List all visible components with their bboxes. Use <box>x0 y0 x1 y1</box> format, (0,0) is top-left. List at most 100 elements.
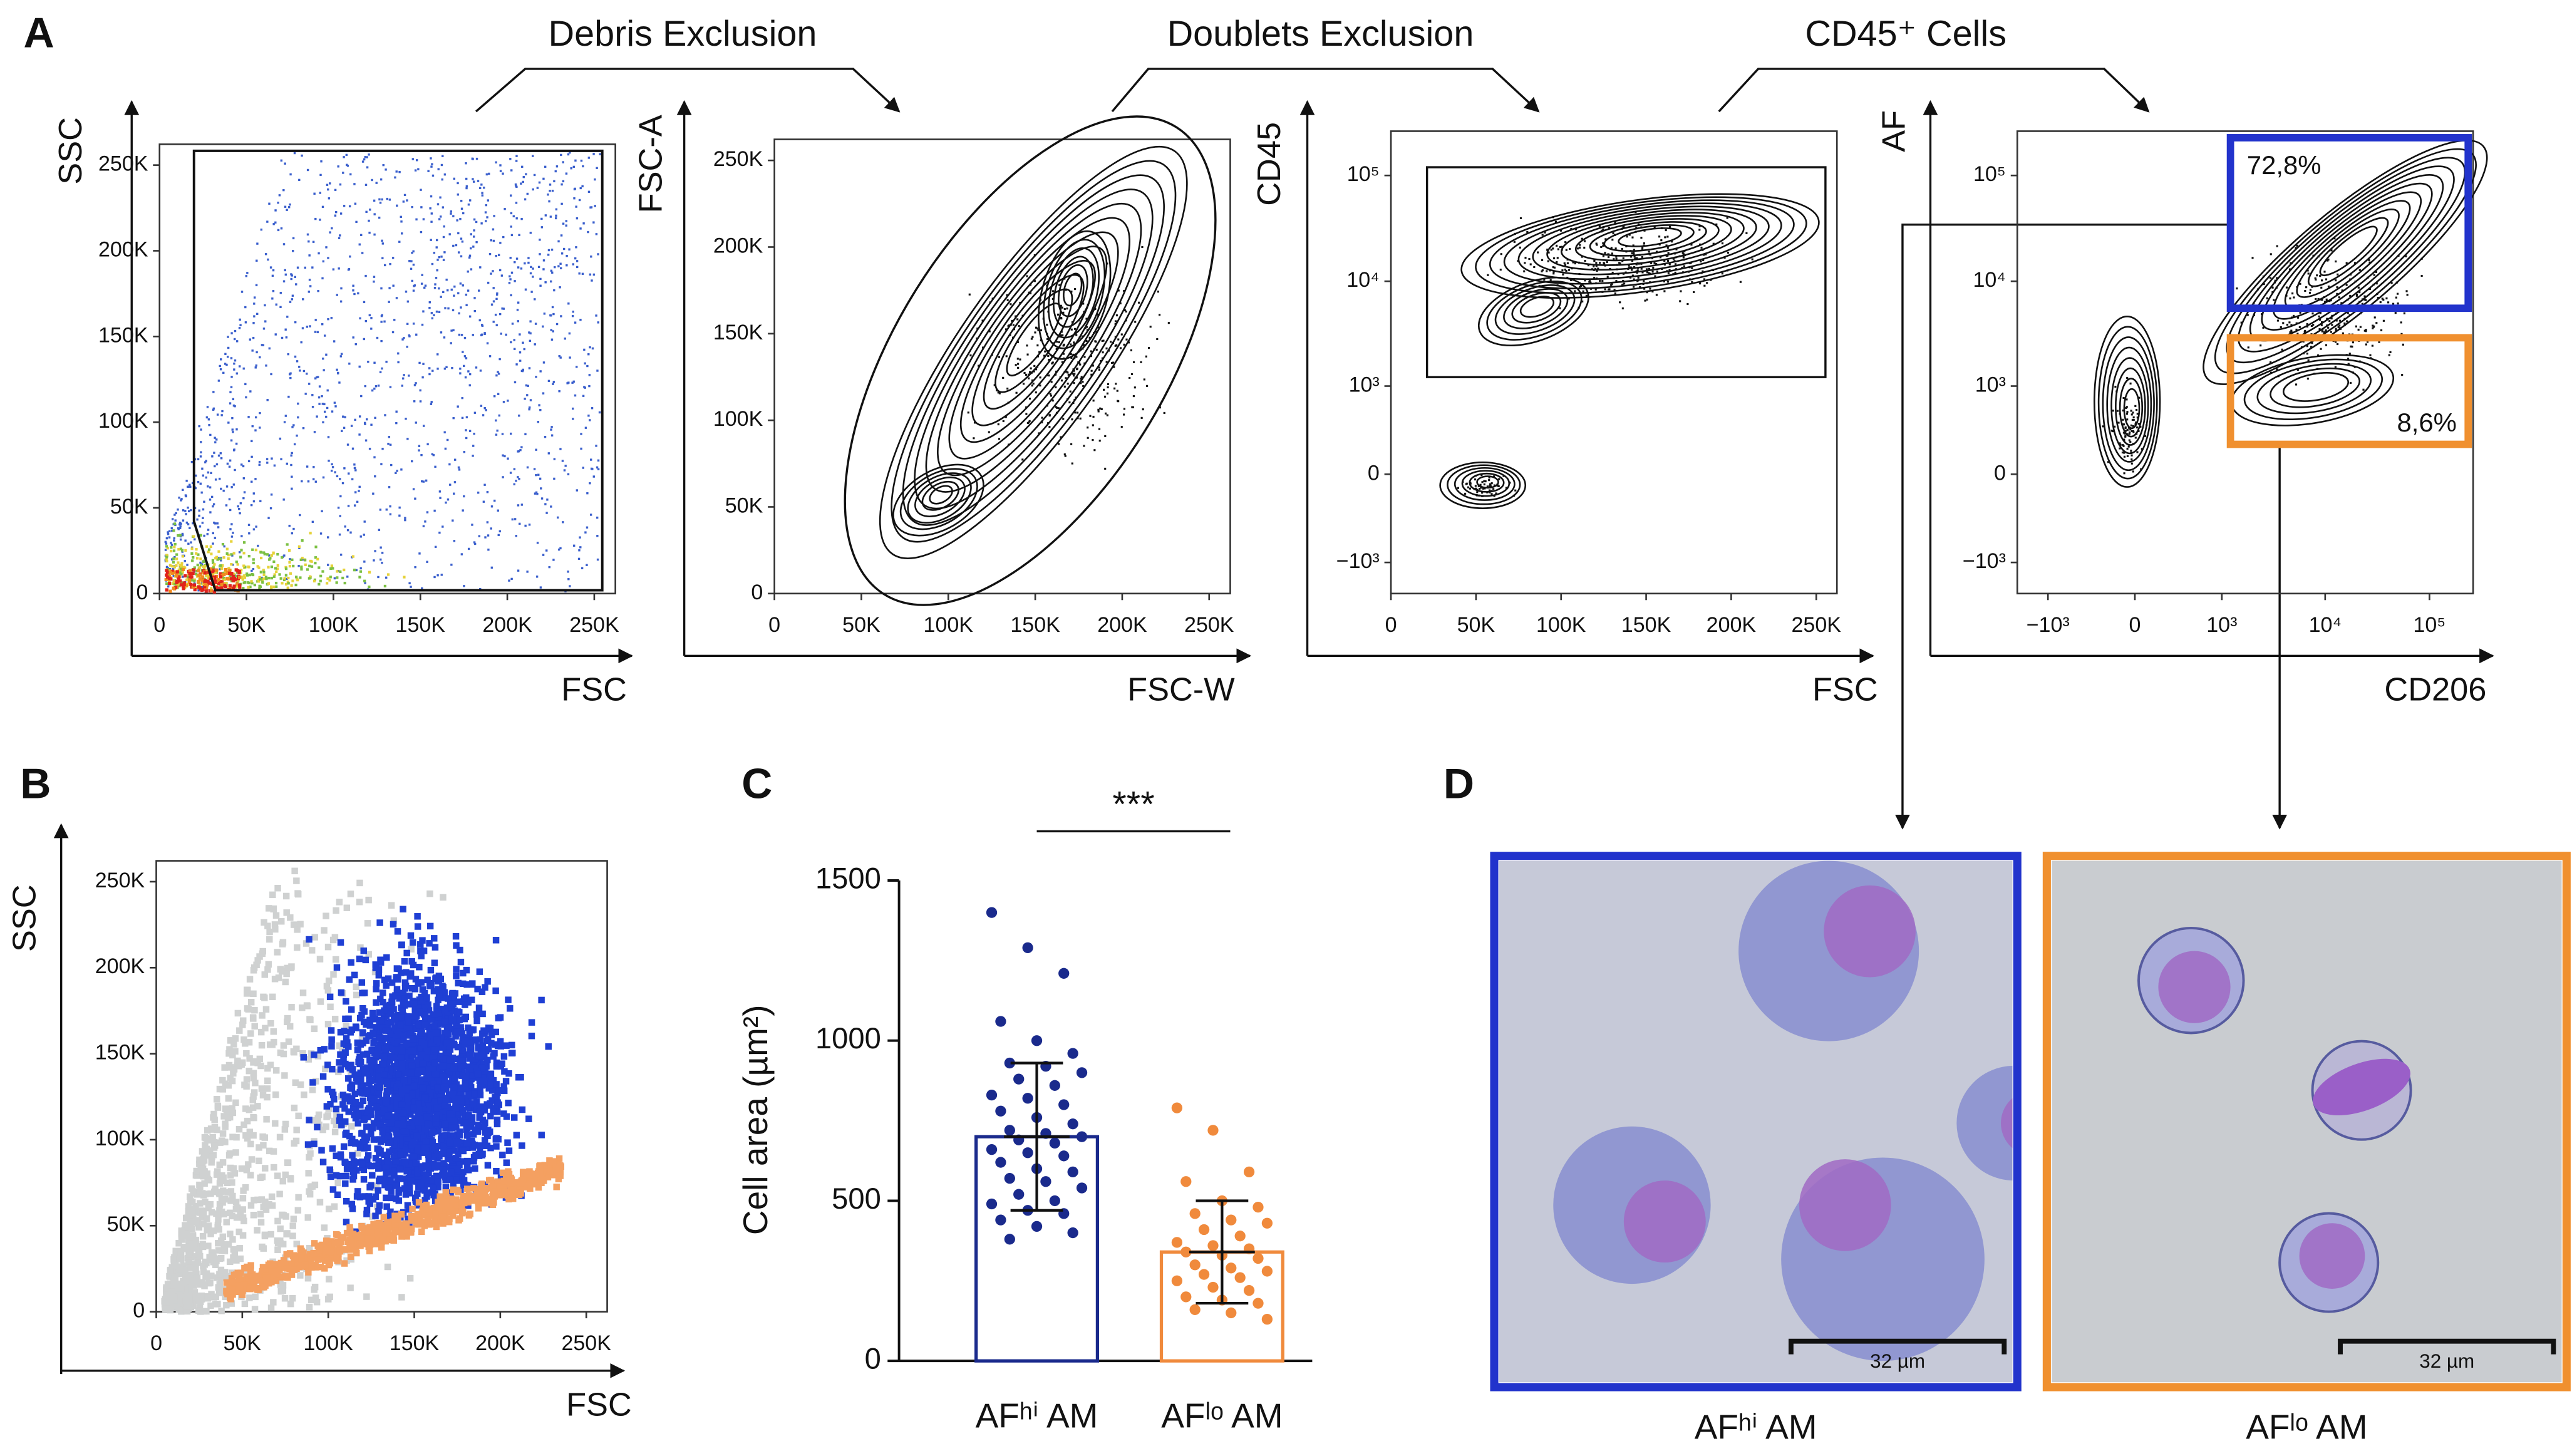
event-dot <box>280 1042 287 1049</box>
event-dot <box>2375 282 2378 285</box>
event-dot <box>1167 322 1170 324</box>
event-dot <box>2130 410 2132 412</box>
event-dot <box>175 570 179 574</box>
event-dot <box>270 554 273 557</box>
event-dot <box>545 512 548 514</box>
event-dot <box>453 481 457 483</box>
event-dot <box>240 549 243 552</box>
event-dot <box>1113 387 1116 390</box>
event-dot <box>458 312 460 315</box>
x-tick-label: 200K <box>482 613 532 637</box>
event-dot <box>331 1016 339 1023</box>
event-dot <box>194 1259 201 1266</box>
event-dot <box>233 578 237 582</box>
contour <box>1486 280 1583 341</box>
event-dot <box>170 1278 178 1284</box>
event-dot <box>1051 290 1055 292</box>
event-dot <box>219 1177 227 1184</box>
event-dot <box>539 370 542 373</box>
event-dot <box>431 1179 438 1185</box>
x-tick-label: 250K <box>1184 613 1234 637</box>
event-dot <box>392 284 395 287</box>
event-dot <box>1667 252 1670 254</box>
event-dot <box>165 588 168 592</box>
event-dot <box>1607 256 1610 259</box>
event-dot <box>212 408 215 411</box>
event-dot <box>293 443 296 446</box>
event-dot <box>473 309 476 312</box>
y-axis-label: SSC <box>7 884 43 952</box>
event-dot <box>572 380 575 383</box>
event-dot <box>1604 252 1606 254</box>
event-dot <box>366 1073 373 1080</box>
event-dot <box>2363 329 2366 332</box>
event-dot <box>225 552 229 555</box>
event-dot <box>1002 376 1005 379</box>
step-title: CD45⁺ Cells <box>1805 14 2006 54</box>
event-dot <box>269 557 272 560</box>
event-dot <box>240 463 243 466</box>
event-dot <box>528 408 530 411</box>
event-dot <box>413 384 416 386</box>
contour <box>1511 292 1562 324</box>
event-dot <box>1630 256 1633 258</box>
event-dot <box>200 428 202 431</box>
event-dot <box>495 433 498 436</box>
event-dot <box>239 502 242 505</box>
event-dot <box>203 500 205 503</box>
event-dot <box>231 579 235 582</box>
event-dot <box>564 465 567 467</box>
event-dot <box>524 288 527 291</box>
event-dot <box>291 426 294 428</box>
event-dot <box>243 1167 250 1174</box>
event-dot <box>501 433 504 435</box>
event-dot <box>566 264 568 267</box>
event-dot <box>262 571 266 574</box>
event-dot <box>1062 353 1065 355</box>
event-dot <box>358 365 361 368</box>
event-dot <box>456 219 458 222</box>
event-dot <box>1702 270 1704 272</box>
event-dot <box>998 392 1001 395</box>
event-dot <box>201 571 204 574</box>
event-dot <box>265 577 268 581</box>
event-dot <box>163 1291 170 1299</box>
event-dot <box>2387 301 2390 304</box>
event-dot <box>550 428 552 431</box>
contour <box>1574 218 1720 262</box>
event-dot <box>267 1231 275 1238</box>
event-dot <box>219 1137 225 1144</box>
event-dot <box>465 162 467 165</box>
event-dot <box>268 202 271 205</box>
event-dot <box>562 180 565 183</box>
event-dot <box>192 1236 199 1244</box>
event-dot <box>502 172 504 175</box>
event-dot <box>204 1127 211 1134</box>
event-dot <box>245 574 249 577</box>
event-dot <box>196 1181 203 1189</box>
event-dot <box>1541 259 1544 261</box>
event-dot <box>547 254 550 256</box>
event-dot <box>248 574 252 577</box>
event-dot <box>2128 439 2130 441</box>
event-dot <box>1163 411 1165 414</box>
contour <box>2093 316 2161 488</box>
event-dot <box>1031 336 1034 338</box>
event-dot <box>215 1289 223 1296</box>
event-dot <box>309 532 312 535</box>
event-dot <box>1556 261 1558 264</box>
x-tick-label: −10³ <box>2027 613 2070 637</box>
event-dot <box>291 921 297 928</box>
event-dot <box>200 1150 208 1157</box>
event-dot <box>311 934 318 941</box>
event-dot <box>433 509 436 512</box>
event-dot <box>2319 318 2322 321</box>
event-dot <box>289 1222 296 1229</box>
event-dot <box>261 1202 269 1209</box>
event-dot <box>492 239 495 242</box>
event-dot <box>290 1216 297 1222</box>
event-dot <box>224 1108 231 1115</box>
connector <box>1895 223 2231 830</box>
event-dot <box>292 237 295 240</box>
event-dot <box>344 525 346 528</box>
